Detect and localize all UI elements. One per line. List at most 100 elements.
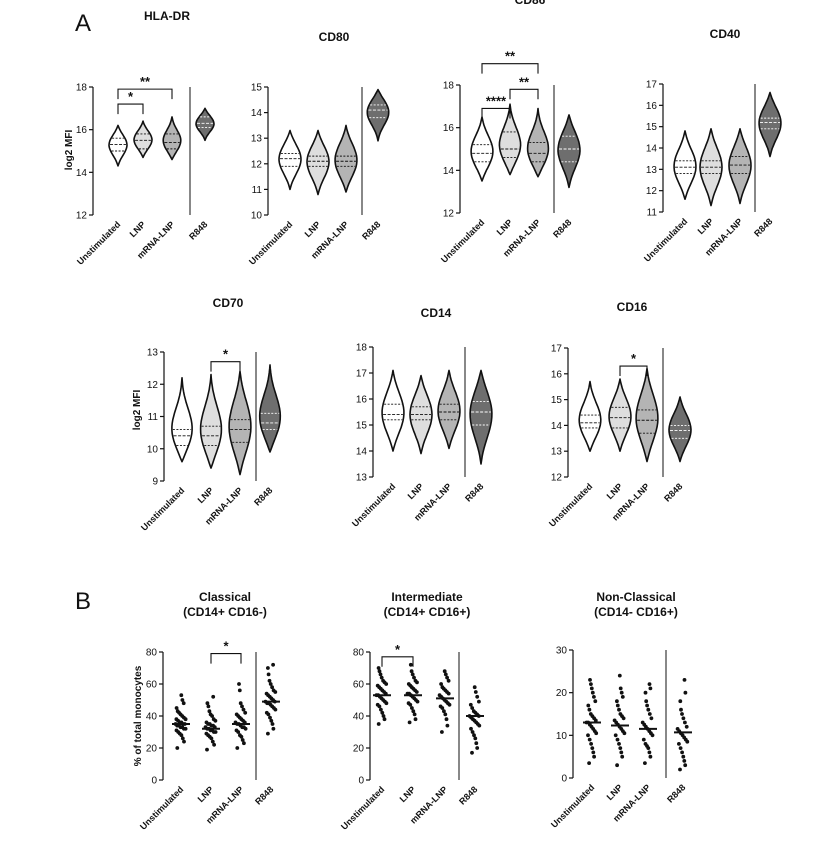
data-point — [644, 699, 649, 704]
y-axis-label: log2 MFI — [64, 130, 75, 171]
data-point — [643, 742, 648, 746]
data-point — [381, 678, 385, 683]
y-tick-label: 12 — [147, 380, 159, 391]
data-point — [684, 724, 689, 729]
data-point — [680, 750, 684, 755]
violin — [381, 369, 405, 452]
data-point — [212, 742, 217, 747]
data-point — [444, 717, 449, 722]
data-point — [271, 662, 275, 667]
data-point — [678, 746, 683, 750]
data-point — [592, 754, 596, 759]
data-point — [442, 709, 446, 714]
data-point — [268, 682, 273, 686]
y-tick-label: 17 — [646, 80, 658, 91]
data-point — [615, 763, 619, 768]
y-tick-label: 13 — [147, 348, 159, 359]
violin — [171, 377, 193, 463]
y-tick-label: 11 — [148, 412, 159, 423]
y-tick-label: 13 — [356, 473, 368, 484]
y-tick-label: 14 — [251, 108, 263, 119]
data-point — [382, 717, 387, 722]
y-tick-label: 80 — [146, 648, 158, 659]
y-tick-label: 16 — [76, 125, 88, 136]
data-point — [379, 707, 383, 712]
data-point — [438, 704, 443, 709]
violin — [162, 116, 182, 161]
data-point — [618, 686, 623, 691]
y-tick-label: 16 — [646, 101, 658, 112]
data-point — [407, 720, 412, 725]
data-point — [445, 675, 449, 680]
data-point — [439, 682, 443, 686]
data-point — [586, 733, 590, 738]
y-tick-label: 40 — [353, 712, 365, 723]
data-point — [409, 669, 414, 674]
significance-label: * — [395, 642, 401, 657]
x-tick-label: LNP — [398, 784, 418, 804]
data-point — [406, 682, 411, 686]
data-point — [266, 731, 270, 736]
significance-bracket — [117, 88, 173, 100]
data-point — [207, 709, 212, 714]
y-axis-label: % of total monocytes — [133, 665, 144, 766]
data-point — [446, 678, 451, 683]
y-tick-label: 14 — [356, 447, 368, 458]
data-point — [264, 691, 269, 696]
data-point — [682, 678, 687, 682]
y-tick-label: 20 — [146, 744, 158, 755]
data-point — [617, 742, 621, 746]
y-tick-label: 15 — [356, 421, 368, 432]
data-point — [588, 712, 593, 716]
chart-title: HLA-DR — [144, 9, 190, 23]
data-point — [408, 662, 413, 667]
data-point — [589, 682, 593, 686]
significance-label: * — [631, 351, 637, 366]
violin — [199, 373, 223, 469]
y-tick-label: 14 — [646, 144, 658, 155]
y-tick-label: 12 — [443, 209, 455, 220]
data-point — [437, 693, 442, 698]
x-tick-label: Unstimulated — [350, 481, 397, 528]
data-point — [590, 746, 595, 750]
data-point — [617, 707, 621, 712]
significance-bracket — [381, 656, 414, 667]
y-tick-label: 0 — [151, 776, 157, 787]
chart-title: CD70 — [213, 296, 244, 310]
data-point — [473, 690, 478, 694]
y-tick-label: 80 — [353, 648, 365, 659]
chart-title: Classical — [199, 590, 251, 604]
data-point — [208, 712, 213, 717]
chart-subtitle: (CD14+ CD16-) — [183, 605, 267, 619]
violin — [578, 380, 602, 452]
data-point — [376, 666, 381, 670]
violin — [366, 88, 390, 142]
x-tick-label: R848 — [457, 784, 479, 806]
data-point — [683, 690, 688, 695]
data-point — [470, 750, 474, 755]
data-point — [683, 720, 687, 725]
data-point — [592, 695, 596, 699]
data-point — [410, 672, 415, 677]
y-tick-label: 20 — [556, 688, 568, 699]
data-point — [181, 701, 186, 706]
data-point — [677, 742, 681, 746]
x-tick-label: R848 — [360, 219, 382, 241]
y-tick-label: 13 — [646, 165, 658, 176]
y-tick-label: 10 — [147, 444, 159, 455]
data-point — [445, 723, 450, 728]
y-tick-label: 10 — [251, 211, 263, 222]
data-point — [380, 710, 385, 715]
violin — [498, 103, 522, 176]
x-tick-label: R848 — [752, 216, 774, 238]
data-point — [473, 736, 478, 741]
data-point — [681, 716, 686, 721]
y-tick-label: 15 — [551, 395, 563, 406]
x-tick-label: Unstimulated — [139, 485, 186, 532]
data-point — [640, 720, 645, 725]
data-point — [683, 763, 688, 768]
data-point — [646, 707, 651, 712]
x-tick-label: Unstimulated — [75, 219, 122, 266]
